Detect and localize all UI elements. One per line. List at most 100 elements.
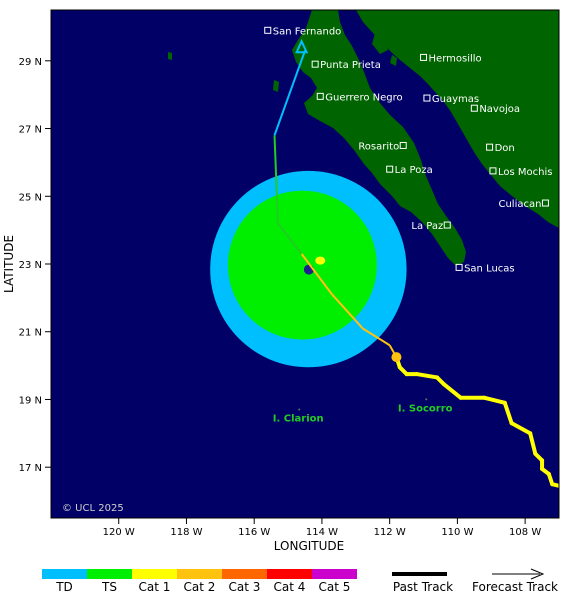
remnant-low-marker	[295, 38, 309, 54]
city-label: San Lucas	[464, 263, 515, 274]
city-marker: Los Mochis	[489, 167, 552, 178]
city-square-icon	[386, 165, 394, 173]
legend-swatch	[222, 569, 267, 579]
city-square-icon	[420, 53, 428, 61]
city-label: Navojoa	[479, 104, 520, 115]
legend-swatch	[177, 569, 222, 579]
storm-tracks	[273, 38, 559, 488]
city-marker: La Poza	[386, 165, 433, 176]
city-marker: Guerrero Negro	[316, 92, 403, 103]
x-tick-label: 118 W	[170, 527, 202, 538]
city-label: Guerrero Negro	[325, 92, 402, 103]
city-square-icon	[316, 92, 324, 100]
cedros-island	[273, 80, 279, 92]
x-tick-label: 112 W	[374, 527, 406, 538]
gulf-island	[390, 55, 397, 66]
past-track-segment	[528, 431, 538, 456]
legend-label: Cat 2	[184, 580, 216, 594]
guadalupe-island	[168, 52, 172, 60]
gulf-island	[335, 40, 340, 48]
legend-label: Cat 1	[139, 580, 171, 594]
city-marker: La Paz	[411, 221, 451, 232]
island-label: I. Clarion	[273, 413, 324, 424]
arrow-right-icon	[530, 568, 545, 580]
city-square-icon	[311, 60, 319, 68]
legend-swatch	[267, 569, 312, 579]
legend-swatch	[87, 569, 132, 579]
island-label: I. Socorro	[398, 403, 453, 414]
city-label: San Fernando	[273, 26, 342, 37]
y-tick-label: 29 N	[19, 57, 42, 68]
legend-swatch	[312, 569, 357, 579]
city-label: Don	[495, 143, 515, 154]
city-label: Los Mochis	[498, 167, 552, 178]
island-dot	[425, 398, 428, 401]
city-label: Rosarito	[358, 141, 399, 152]
city-square-icon	[489, 167, 497, 175]
x-tick-label: 108 W	[509, 527, 541, 538]
mainland-mexico	[356, 10, 559, 228]
city-square-icon	[264, 26, 272, 34]
city-marker: Punta Prieta	[311, 60, 381, 71]
forecast-track-segment	[277, 222, 303, 255]
legend-label: Cat 4	[274, 580, 306, 594]
legend: TD TS Cat 1 Cat 2 Cat 3 Cat 4 Cat 5 Past Track F…	[42, 568, 558, 594]
past-track-segment	[441, 382, 463, 400]
forecast-track-segment	[300, 253, 333, 296]
y-tick-label: 19 N	[19, 395, 42, 406]
y-axis-title: LATITUDE	[2, 235, 16, 293]
legend-label: TD	[55, 580, 73, 594]
x-tick-label: 120 W	[103, 527, 135, 538]
legend-swatch	[42, 569, 87, 579]
y-tick-label: 27 N	[19, 125, 42, 136]
city-marker: San Lucas	[455, 263, 515, 274]
past-track-segment	[482, 395, 507, 405]
tiburon-island	[372, 33, 388, 54]
city-marker: Navojoa	[470, 104, 520, 115]
legend-label: TS	[101, 580, 117, 594]
city-marker: Hermosillo	[420, 53, 482, 64]
axes: 120 W 118 W 116 W 114 W 112 W 110 W 108 W 29 N 2…	[19, 57, 542, 538]
legend-swatch	[132, 569, 177, 579]
x-axis-title: LONGITUDE	[274, 539, 344, 553]
city-label: Punta Prieta	[320, 60, 381, 71]
city-marker: Guaymas	[423, 94, 479, 105]
forecast-track-segment	[273, 135, 279, 224]
cat1-wind-field	[315, 256, 326, 265]
island-dot	[298, 408, 301, 411]
forecast-track-legend-label: Forecast Track	[472, 580, 558, 594]
past-track-legend-label: Past Track	[393, 580, 453, 594]
city-square-icon	[486, 143, 494, 151]
forecast-track-segment	[331, 293, 364, 330]
legend-label: Cat 3	[229, 580, 261, 594]
forecast-track-segment	[362, 327, 391, 347]
x-tick-label: 110 W	[441, 527, 473, 538]
x-tick-label: 116 W	[238, 527, 270, 538]
past-track-segment	[502, 400, 514, 426]
city-marker: Culiacan	[498, 199, 549, 210]
ts-wind-field	[227, 190, 377, 340]
current-position-marker	[391, 352, 402, 363]
forecast-track-segment	[273, 50, 306, 136]
y-tick-label: 17 N	[19, 463, 42, 474]
city-label: Guaymas	[432, 94, 479, 105]
city-marker: San Fernando	[264, 26, 342, 37]
city-markers: San Fernando Hermosillo Punta Prieta Guayma…	[264, 26, 552, 274]
city-square-icon	[541, 199, 549, 207]
city-marker: Rosarito	[358, 141, 407, 152]
x-tick-label: 114 W	[306, 527, 338, 538]
baja-california	[292, 10, 466, 266]
city-label: La Poza	[395, 165, 433, 176]
city-marker: Don	[486, 143, 515, 154]
y-tick-label: 21 N	[19, 328, 42, 339]
legend-label: Cat 5	[319, 580, 351, 594]
city-label: Culiacan	[498, 199, 541, 210]
city-square-icon	[423, 94, 431, 102]
y-tick-label: 25 N	[19, 192, 42, 203]
city-label: Hermosillo	[429, 53, 482, 64]
city-label: La Paz	[411, 221, 443, 232]
city-square-icon	[399, 141, 407, 149]
past-track-segment	[414, 372, 440, 380]
copyright: © UCL 2025	[62, 503, 124, 514]
